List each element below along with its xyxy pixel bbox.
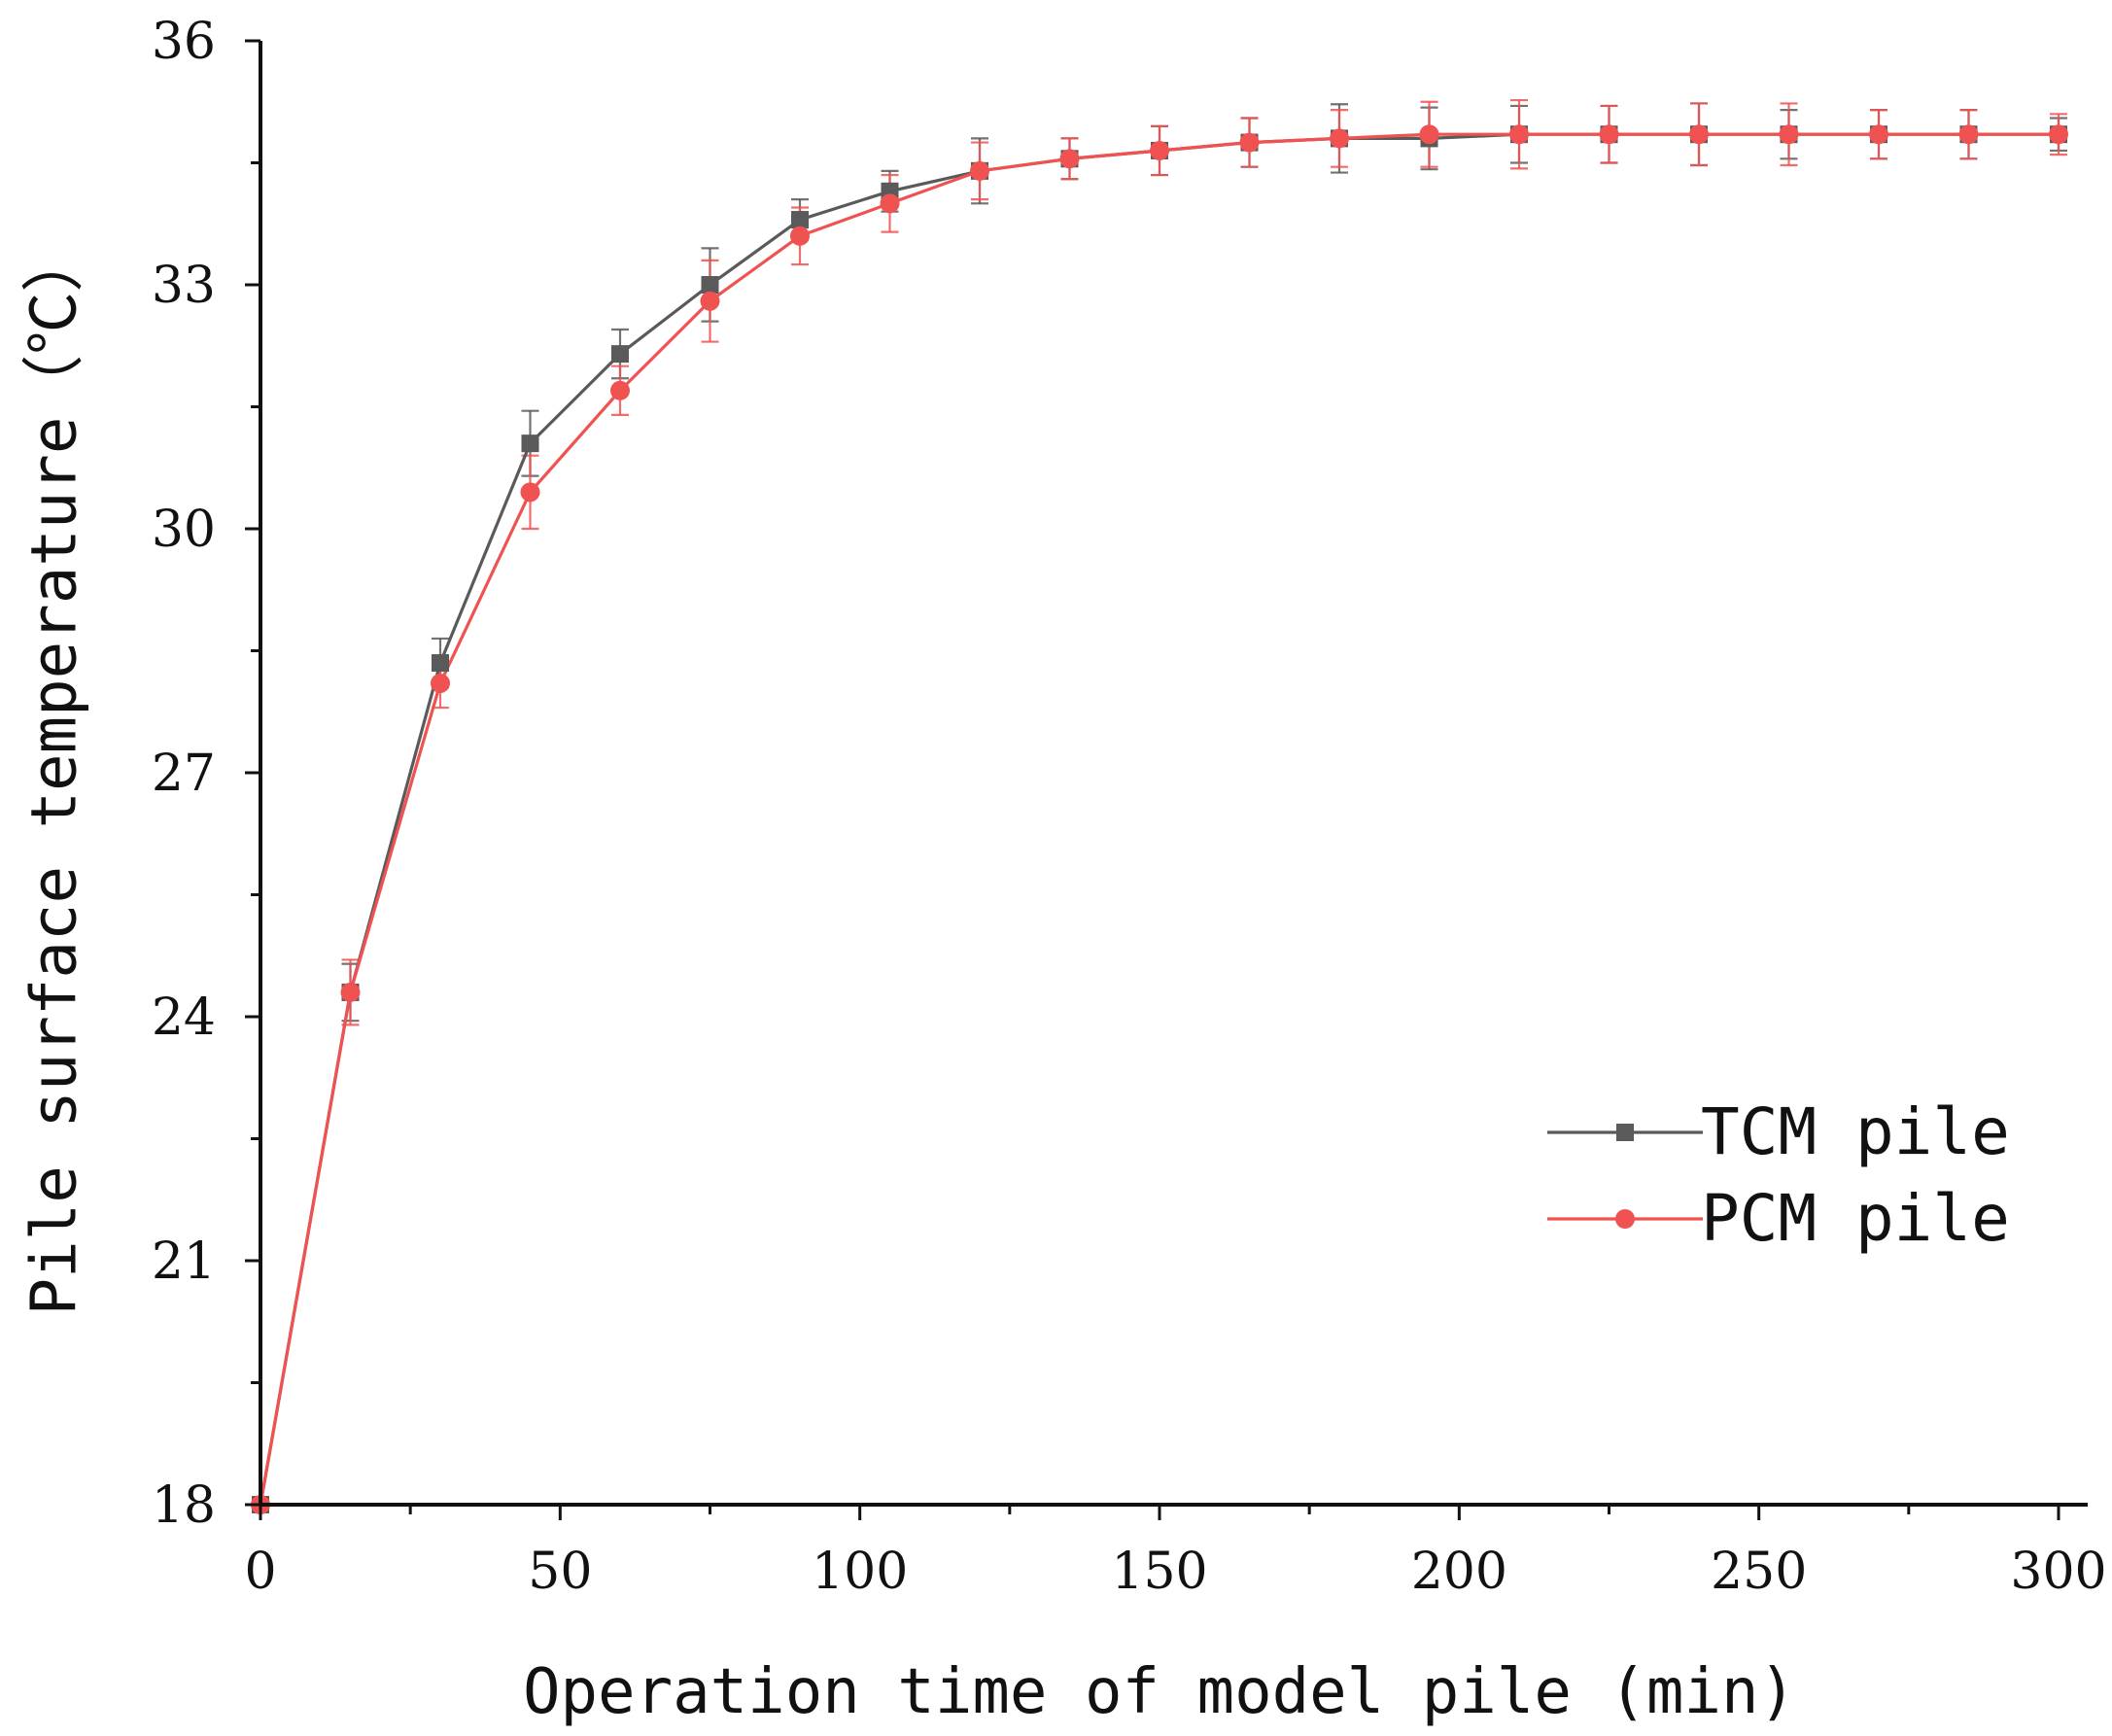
legend-label: TCM pile xyxy=(1701,1094,2010,1169)
pcm-pile-point xyxy=(1779,124,1799,145)
pcm-pile-point xyxy=(340,982,361,1002)
y-tick-label: 27 xyxy=(152,745,216,803)
y-tick-label: 36 xyxy=(152,13,216,71)
legend-marker xyxy=(1615,1209,1635,1229)
y-tick-label: 18 xyxy=(152,1476,216,1535)
pcm-pile-point xyxy=(2049,124,2068,145)
pcm-pile-point xyxy=(1599,124,1619,145)
series-markers xyxy=(251,124,2068,1514)
pcm-pile-point xyxy=(431,673,450,693)
legend-item-pcm-pile: PCM pile xyxy=(1547,1181,2010,1256)
x-tick-label: 150 xyxy=(1111,1543,1207,1601)
x-tick-label: 50 xyxy=(528,1543,592,1601)
pcm-pile-point xyxy=(1689,124,1709,145)
y-tick-label: 21 xyxy=(152,1233,216,1291)
pcm-pile-point xyxy=(700,291,720,311)
pcm-pile-point xyxy=(970,160,989,181)
pcm-pile-point xyxy=(1330,128,1349,149)
series-lines xyxy=(259,132,2059,1506)
pcm-pile-point xyxy=(1509,124,1529,145)
pcm-pile-point xyxy=(1059,149,1080,169)
error-bars xyxy=(341,98,2067,1026)
pcm-pile-point xyxy=(1869,124,1888,145)
axes xyxy=(259,41,2088,1507)
x-tick-label: 300 xyxy=(2010,1543,2106,1601)
y-tick-label: 24 xyxy=(152,989,216,1047)
pcm-pile-point xyxy=(520,482,540,503)
tcm-pile-point xyxy=(521,434,539,453)
pcm-pile-point xyxy=(1239,132,1260,153)
legend-item-tcm-pile: TCM pile xyxy=(1547,1094,2010,1169)
y-tick-label: 33 xyxy=(152,257,216,315)
y-tick-label: 30 xyxy=(152,501,216,559)
pcm-pile-point xyxy=(790,226,810,246)
x-axis-title: Operation time of model pile (min) xyxy=(523,1656,1796,1728)
pcm-pile-point xyxy=(610,380,630,400)
pcm-pile-point xyxy=(1419,124,1439,145)
x-tick-label: 250 xyxy=(1711,1543,1807,1601)
pcm-pile-line xyxy=(259,132,2059,1506)
pcm-pile-point xyxy=(1150,140,1169,160)
x-tick-label: 200 xyxy=(1411,1543,1507,1601)
legend: TCM pile PCM pile xyxy=(1547,1094,2010,1256)
legend-label: PCM pile xyxy=(1701,1181,2010,1256)
y-axis-ticks: 18 21 24 27 30 33 36 xyxy=(152,13,260,1535)
pcm-pile-point xyxy=(880,193,900,214)
tcm-pile-point xyxy=(701,276,719,294)
tcm-pile-point xyxy=(791,211,809,229)
tcm-pile-line xyxy=(259,132,2059,1506)
y-axis-title: Pile surface temperature（℃） xyxy=(19,230,91,1316)
x-tick-label: 0 xyxy=(244,1543,276,1601)
x-axis-ticks: 0 50 100 150 200 250 300 xyxy=(244,1505,2107,1601)
pcm-pile-point xyxy=(1958,124,1979,145)
tcm-pile-point xyxy=(432,654,449,673)
x-tick-label: 100 xyxy=(812,1543,908,1601)
legend-marker xyxy=(1616,1124,1634,1141)
tcm-pile-point xyxy=(611,345,629,364)
